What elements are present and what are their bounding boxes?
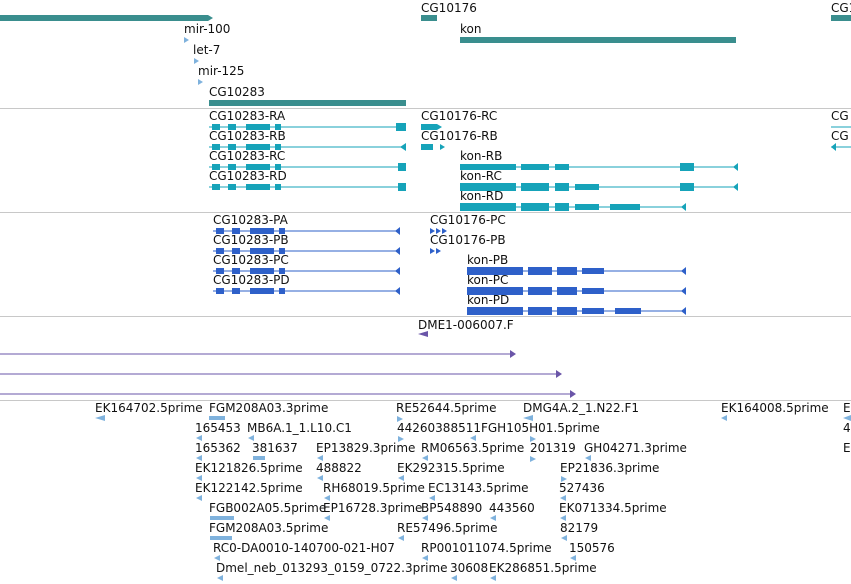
est-label[interactable]: RP001011074.5prime: [421, 541, 552, 555]
est-label[interactable]: EP21836.3prime: [560, 461, 660, 475]
est-label[interactable]: 443560: [489, 501, 535, 515]
track-separator: [0, 400, 851, 401]
est-label[interactable]: EK071334.5prime: [559, 501, 667, 515]
transcript-label-cg10176-rb[interactable]: CG10176-RB: [421, 129, 498, 143]
gene-label-mir-100[interactable]: mir-100: [184, 22, 231, 36]
transcript-label-cg10176-rc[interactable]: CG10176-RC: [421, 109, 498, 123]
est-label[interactable]: 82179: [560, 521, 599, 535]
gene-bar-cg10176[interactable]: [421, 15, 437, 21]
est-label[interactable]: 4: [843, 421, 851, 435]
transcript-label-kon-rc[interactable]: kon-RC: [460, 169, 502, 183]
protein-label-pb[interactable]: CG10283-PB: [213, 233, 289, 247]
est-label[interactable]: 201319: [530, 441, 576, 455]
est-label[interactable]: EK122142.5prime: [195, 481, 303, 495]
protein-label-pd[interactable]: CG10283-PD: [213, 273, 290, 287]
est-label[interactable]: EP16728.3prime: [323, 501, 423, 515]
gene-bar-cg10283[interactable]: [209, 100, 406, 106]
est-label[interactable]: 150576: [569, 541, 615, 555]
est-label[interactable]: 527436: [559, 481, 605, 495]
est-label[interactable]: DMG4A.2_1.N22.F1: [523, 401, 640, 415]
gene-label-let-7[interactable]: let-7: [193, 43, 221, 57]
protein-track: CG10283-PA CG10283-PB CG10283-PC CG10283…: [0, 213, 851, 315]
est-label[interactable]: 165453: [195, 421, 241, 435]
est-label[interactable]: 488822: [316, 461, 362, 475]
transcript-label-kon-rd[interactable]: kon-RD: [460, 189, 504, 203]
protein-label-kon-pd[interactable]: kon-PD: [467, 293, 510, 307]
gene-label-kon[interactable]: kon: [460, 22, 482, 36]
est-label[interactable]: EC13143.5prime: [428, 481, 529, 495]
transcript-track: CG10283-RA CG10283-RB CG10283-RC CG10283…: [0, 109, 851, 211]
track-separator: [0, 108, 851, 109]
est-label[interactable]: 44260388511FGH105H01.5prime: [397, 421, 600, 435]
est-label[interactable]: RE52644.5prime: [396, 401, 497, 415]
transcript-label-rc[interactable]: CG10283-RC: [209, 149, 286, 163]
gene-bar-kon[interactable]: [460, 37, 736, 43]
gene-label-mir-125[interactable]: mir-125: [198, 64, 245, 78]
gene-label-cg10176[interactable]: CG10176: [421, 1, 477, 15]
track-separator: [0, 316, 851, 317]
protein-label-kon-pb[interactable]: kon-PB: [467, 253, 509, 267]
est-label[interactable]: Dmel_neb_013293_0159_0722.3prime: [216, 561, 448, 575]
est-label[interactable]: E: [843, 401, 851, 415]
est-label[interactable]: RE57496.5prime: [397, 521, 498, 535]
gene-label-cg10283[interactable]: CG10283: [209, 85, 265, 99]
est-label[interactable]: 30608: [450, 561, 489, 575]
est-label[interactable]: RH68019.5prime: [323, 481, 425, 495]
transcript-label-cut-1[interactable]: CG: [831, 109, 849, 123]
est-label[interactable]: RC0-DA0010-140700-021-H07: [213, 541, 395, 555]
gene-bar-left[interactable]: [0, 15, 208, 21]
est-label[interactable]: 165362: [195, 441, 241, 455]
est-label[interactable]: MB6A.1_1.L10.C1: [247, 421, 352, 435]
est-label[interactable]: EK164008.5prime: [721, 401, 829, 415]
gene-bar-cut[interactable]: [831, 15, 851, 21]
gene-label-cut[interactable]: CG1: [831, 1, 851, 15]
gene-track: mir-100 let-7 mir-125 CG10283 CG10176 ko…: [0, 0, 851, 106]
est-label[interactable]: FGM208A03.5prime: [209, 521, 329, 535]
est-label[interactable]: FGM208A03.3prime: [209, 401, 329, 415]
track-separator: [0, 212, 851, 213]
est-label[interactable]: E: [843, 441, 851, 455]
protein-glyphs: [213, 227, 686, 315]
protein-label-pc[interactable]: CG10283-PC: [213, 253, 289, 267]
contig-label[interactable]: DME1-006007.F: [418, 318, 514, 332]
transcript-label-ra[interactable]: CG10283-RA: [209, 109, 286, 123]
protein-label-cg10176-pc[interactable]: CG10176-PC: [430, 213, 506, 227]
est-label[interactable]: FGB002A05.5prime: [209, 501, 327, 515]
transcript-label-rb[interactable]: CG10283-RB: [209, 129, 286, 143]
protein-label-pa[interactable]: CG10283-PA: [213, 213, 288, 227]
contig-track: DME1-006007.F: [0, 317, 851, 399]
est-label[interactable]: GH04271.3prime: [584, 441, 687, 455]
est-label[interactable]: EP13829.3prime: [316, 441, 416, 455]
est-label[interactable]: EK286851.5prime: [489, 561, 597, 575]
est-label[interactable]: RM06563.5prime: [421, 441, 525, 455]
est-label[interactable]: 381637: [252, 441, 298, 455]
transcript-label-cut-2[interactable]: CG: [831, 129, 849, 143]
est-label[interactable]: BP548890: [421, 501, 483, 515]
est-label[interactable]: EK164702.5prime: [95, 401, 203, 415]
transcript-label-rd[interactable]: CG10283-RD: [209, 169, 287, 183]
transcript-label-kon-rb[interactable]: kon-RB: [460, 149, 503, 163]
protein-label-cg10176-pb[interactable]: CG10176-PB: [430, 233, 506, 247]
est-label[interactable]: EK121826.5prime: [195, 461, 303, 475]
transcript-glyphs: [209, 123, 851, 211]
protein-label-kon-pc[interactable]: kon-PC: [467, 273, 509, 287]
est-label[interactable]: EK292315.5prime: [397, 461, 505, 475]
est-track: EK164702.5prime FGM208A03.3prime RE52644…: [0, 401, 851, 584]
